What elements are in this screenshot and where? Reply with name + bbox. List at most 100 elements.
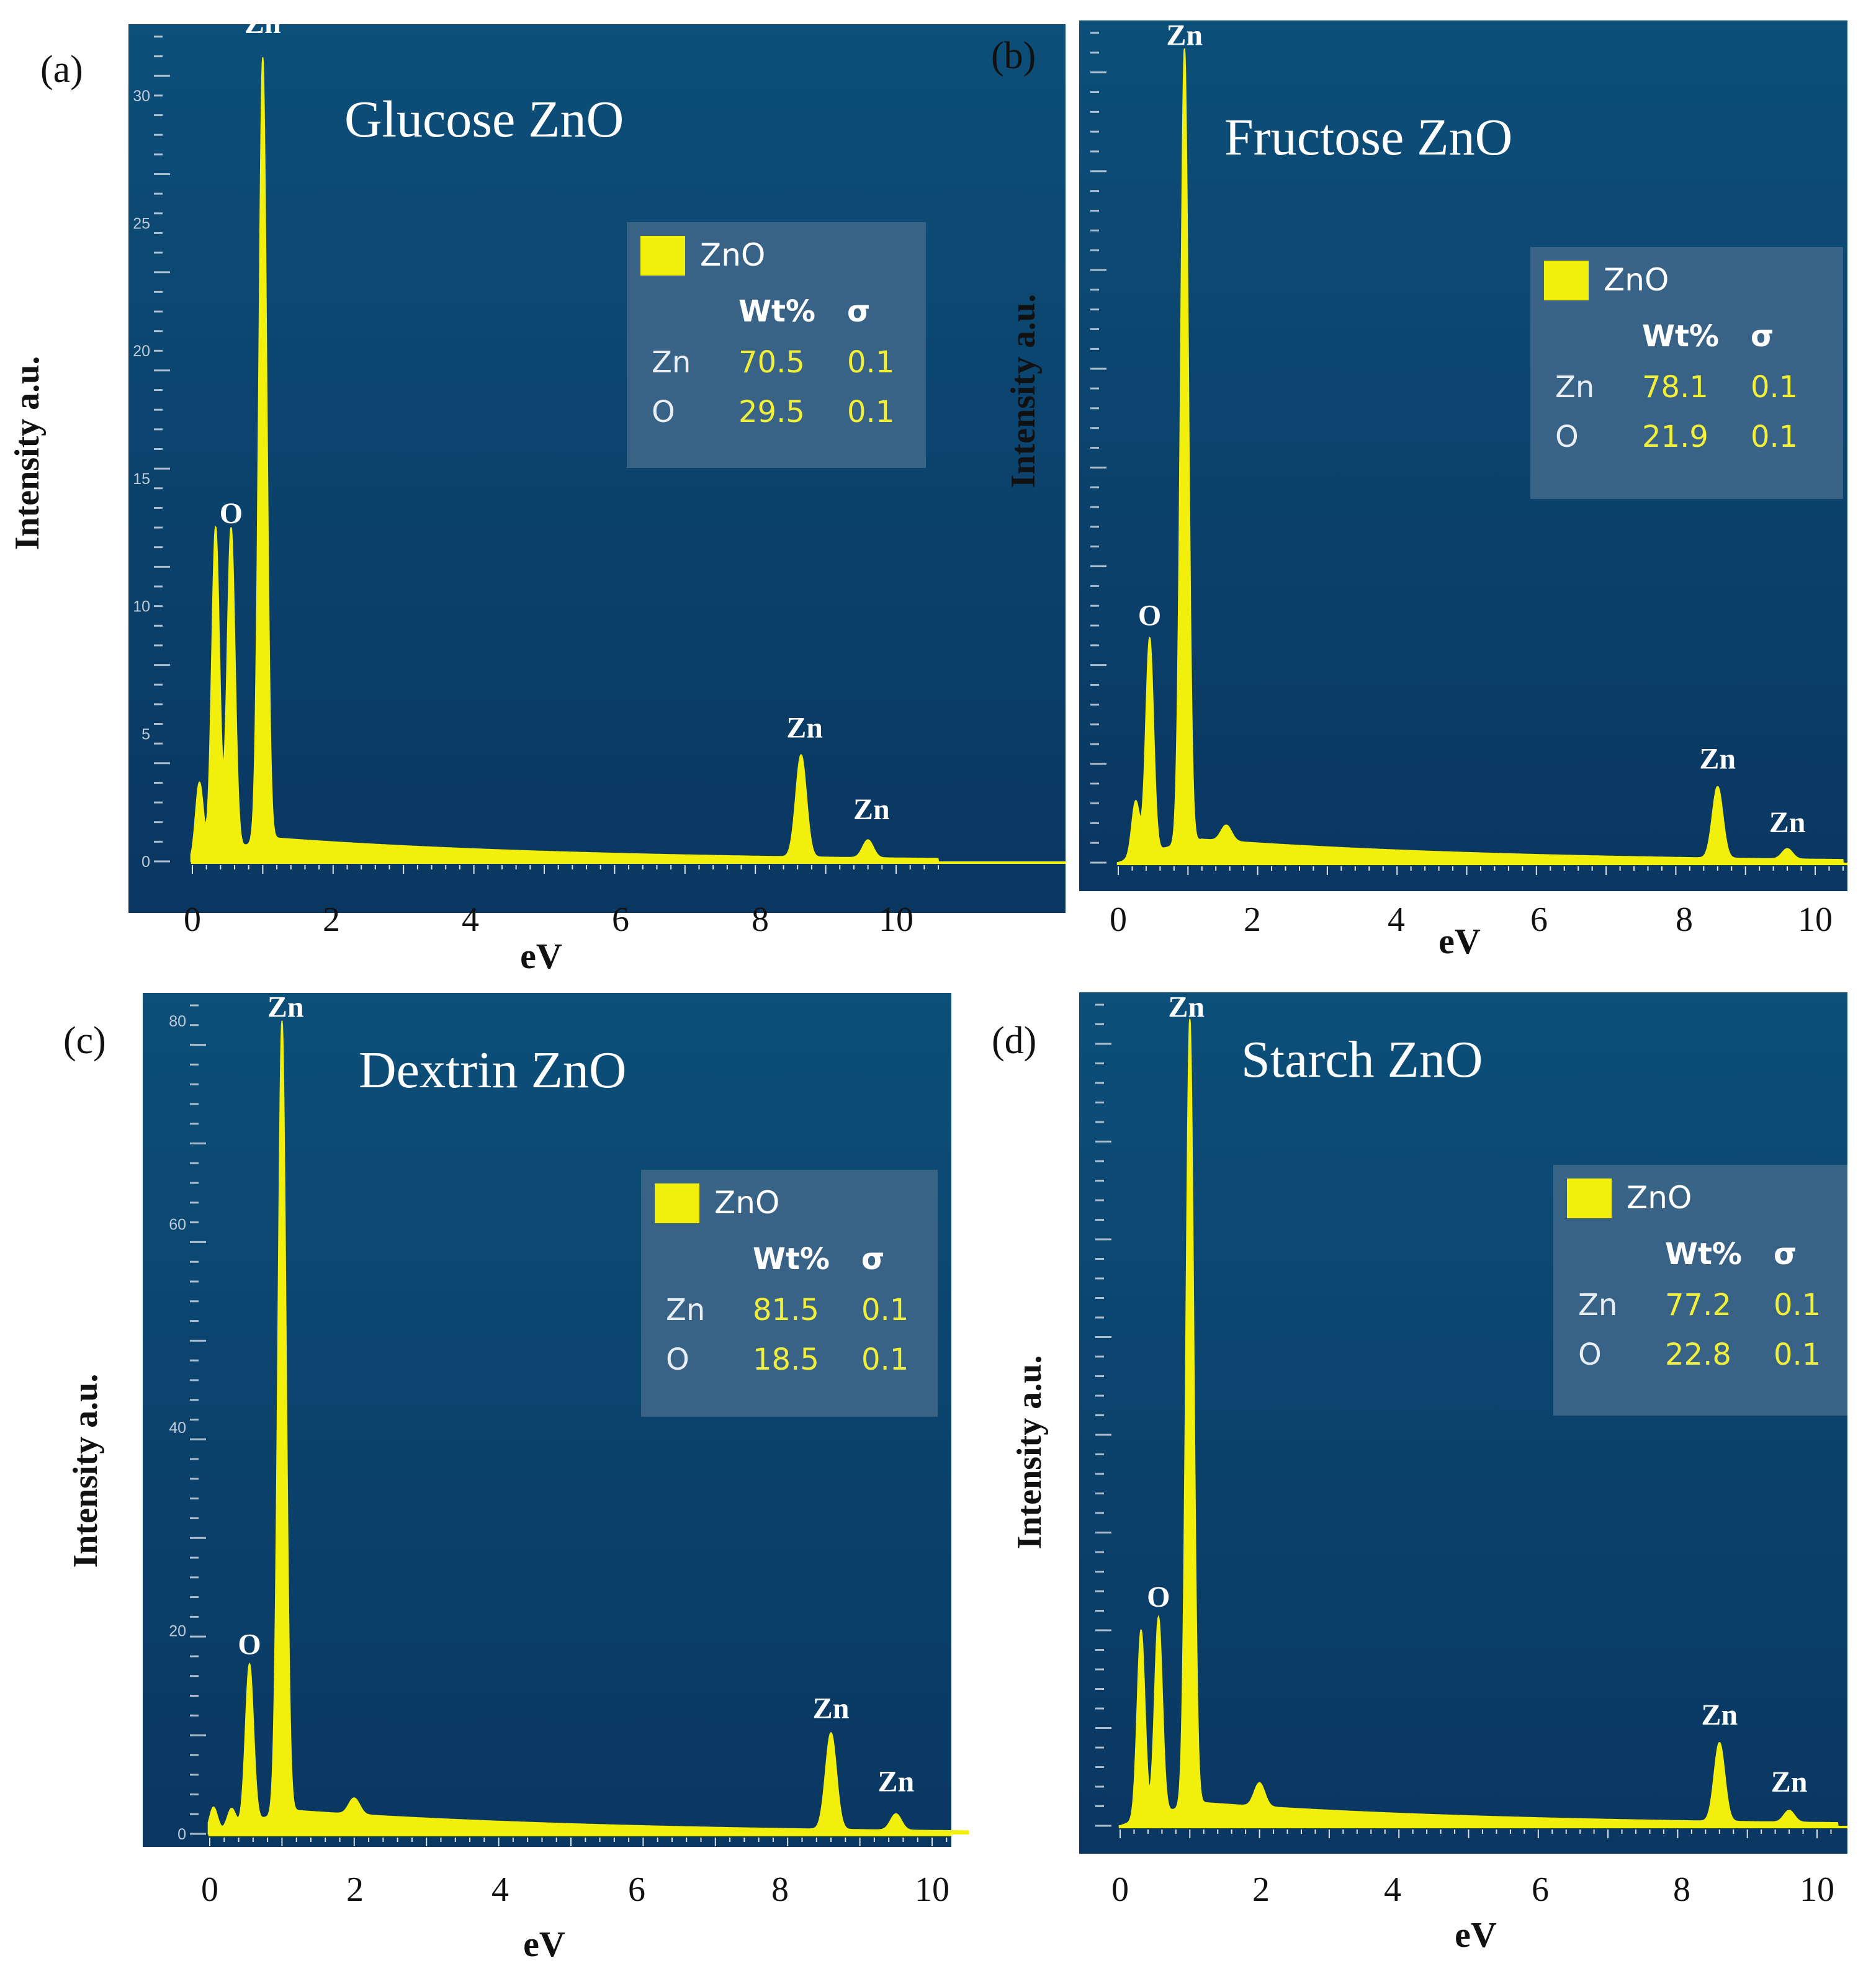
x-tick-label: 2 [1252, 1870, 1270, 1909]
y-axis-label: Intensity a.u. [1004, 294, 1043, 488]
legend-element: Zn [1555, 370, 1594, 405]
panel-a: 0 5 10 15 20 25 30 0 2 4 6 8 10 eV Intensity a.u. (a) Gl… [8, 7, 1066, 976]
peak-label: Zn [1166, 19, 1203, 52]
y-axis-label: Intensity a.u. [66, 1374, 105, 1568]
panel-tag: (b) [991, 35, 1036, 77]
peak-label: Zn [1769, 806, 1806, 839]
x-tick-label: 10 [1798, 900, 1833, 939]
legend-wt-value: 29.5 [738, 395, 805, 429]
spectrum-trace [1118, 1018, 1839, 1826]
x-axis-label: eV [520, 936, 562, 976]
legend-sigma-value: 0.1 [861, 1342, 909, 1377]
spectrum-trace [1116, 48, 1844, 863]
spectrum-trace [207, 1020, 969, 1834]
x-tick-label: 0 [1111, 1870, 1129, 1909]
peak-label: Zn [267, 991, 304, 1024]
x-axis-label: eV [1438, 921, 1481, 961]
x-tick-label: 6 [1530, 900, 1548, 939]
y-axis-label: Intensity a.u. [1010, 1355, 1049, 1550]
y-tick-label: 20 [169, 1622, 186, 1640]
y-tick-label: 10 [133, 598, 150, 616]
x-tick-label: 8 [771, 1870, 789, 1909]
x-tick-label: 2 [1244, 900, 1261, 939]
x-tick-label: 10 [915, 1870, 949, 1909]
x-tick-label: 8 [1676, 900, 1693, 939]
x-tick-label: 6 [1532, 1870, 1549, 1909]
legend-wt-value: 81.5 [753, 1293, 819, 1327]
legend-wt-value: 22.8 [1665, 1337, 1731, 1372]
y-tick-label: 25 [133, 215, 150, 233]
legend-header-wt: Wt% [1665, 1237, 1742, 1272]
x-axis-label: eV [523, 1924, 565, 1964]
panel-title: Glucose ZnO [344, 91, 624, 148]
legend-wt-value: 18.5 [753, 1342, 819, 1377]
legend-header-wt: Wt% [1642, 319, 1719, 354]
legend-sigma-value: 0.1 [1774, 1337, 1821, 1372]
legend-sigma-value: 0.1 [1774, 1288, 1821, 1322]
x-tick-label: 0 [184, 900, 201, 939]
x-axis-label: eV [1455, 1915, 1497, 1955]
x-tick-label: 0 [201, 1870, 218, 1909]
legend-wt-value: 70.5 [738, 345, 805, 380]
x-tick-label: 0 [1110, 900, 1127, 939]
peak-label: Zn [813, 1692, 850, 1725]
legend-series-name: ZnO [1604, 262, 1669, 298]
peak-label: Zn [877, 1766, 914, 1798]
legend-box: ZnO Wt% σ Zn 81.5 0.1 O 18.5 0.1 [641, 1170, 938, 1417]
y-tick-label: 5 [141, 725, 150, 743]
legend-swatch [640, 236, 685, 276]
panel-title: Starch ZnO [1241, 1031, 1483, 1089]
legend-swatch [1544, 261, 1589, 300]
x-tick-label: 4 [1384, 1870, 1401, 1909]
y-axis-label: Intensity a.u. [8, 356, 47, 550]
x-tick-label: 4 [1388, 900, 1405, 939]
x-tick-label: 2 [323, 900, 340, 939]
panel-tag: (d) [992, 1020, 1036, 1062]
peak-label: Zn [1168, 990, 1205, 1023]
legend-header-sigma: σ [847, 294, 870, 329]
x-tick-label: 6 [628, 1870, 645, 1909]
peak-label: O [238, 1628, 261, 1661]
legend-sigma-value: 0.1 [847, 345, 894, 380]
legend-element: Zn [1578, 1288, 1617, 1322]
panel-b: 0 2 4 6 8 10 eV Intensity a.u. (b) Fructose ZnO Zn… [991, 19, 1847, 961]
legend-wt-value: 21.9 [1642, 420, 1708, 454]
legend-header-sigma: σ [1751, 319, 1774, 354]
x-tick-label: 4 [491, 1870, 509, 1909]
peak-label: Zn [1701, 1699, 1738, 1731]
panel-tag: (c) [63, 1020, 106, 1062]
legend-header-sigma: σ [861, 1242, 884, 1277]
y-tick-label: 0 [177, 1826, 186, 1843]
x-tick-label: 2 [346, 1870, 364, 1909]
legend-series-name: ZnO [1627, 1180, 1692, 1216]
plot-area [1079, 992, 1847, 1854]
legend-element: O [1555, 420, 1579, 454]
legend-box: ZnO Wt% σ Zn 77.2 0.1 O 22.8 0.1 [1553, 1165, 1847, 1416]
x-tick-label: 8 [1673, 1870, 1690, 1909]
legend-box: ZnO Wt% σ Zn 78.1 0.1 O 21.9 0.1 [1530, 247, 1843, 499]
y-tick-label: 60 [169, 1216, 186, 1233]
peak-label: O [1147, 1581, 1170, 1614]
peak-label: Zn [1771, 1766, 1808, 1798]
y-tick-label: 40 [169, 1419, 186, 1437]
peak-label: Zn [1699, 742, 1736, 775]
x-tick-label: 10 [1800, 1870, 1834, 1909]
legend-sigma-value: 0.1 [1751, 370, 1798, 405]
spectrum-trace [190, 57, 940, 862]
panel-title: Fructose ZnO [1224, 109, 1512, 166]
x-tick-label: 10 [879, 900, 913, 939]
y-tick-label: 80 [169, 1013, 186, 1030]
x-tick-label: 6 [612, 900, 629, 939]
plot-area [128, 24, 1066, 913]
legend-swatch [1567, 1179, 1612, 1218]
legend-element: Zn [666, 1293, 705, 1327]
y-tick-label: 0 [141, 853, 150, 871]
peak-label: O [220, 497, 243, 530]
y-tick-label: 15 [133, 470, 150, 488]
panel-tag: (a) [40, 48, 83, 91]
x-tick-label: 4 [462, 900, 479, 939]
panel-title: Dextrin ZnO [359, 1041, 627, 1099]
